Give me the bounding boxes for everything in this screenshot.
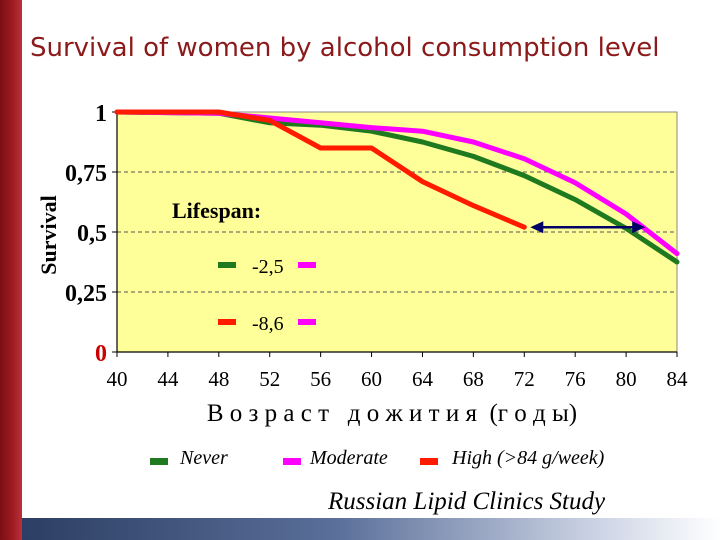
legend: Never Moderate High (>84 g/week)	[150, 447, 605, 469]
x-tick-label: 44	[157, 367, 179, 391]
legend-marker	[150, 458, 168, 465]
lifespan-value: -2,5	[252, 256, 284, 278]
y-tick-label: 1	[95, 101, 107, 127]
bottom-decor-bar	[22, 518, 720, 540]
x-tick-label: 84	[667, 367, 689, 391]
x-tick-label: 68	[463, 367, 484, 391]
y-tick-label: 0	[95, 341, 107, 367]
lifespan-annotation: Lifespan: -2,5 -8,6	[172, 198, 646, 335]
footer-source: Russian Lipid Clinics Study	[328, 488, 606, 515]
lifespan-right-marker	[298, 319, 316, 325]
x-tick-label: 48	[208, 367, 229, 391]
x-axis-label: В о з р а с т д о ж и т и я (г о д ы)	[207, 400, 577, 427]
y-axis-label: Survival	[36, 195, 61, 274]
left-decor-bar	[0, 0, 22, 540]
lifespan-right-marker	[298, 262, 316, 268]
tick-labels: 1 0,75 0,5 0,25 040 44 48 52 56 60 64 68 72 76 80 84	[65, 101, 688, 391]
legend-marker	[283, 458, 301, 465]
x-tick-label: 40	[107, 367, 128, 391]
series-lines	[114, 109, 680, 265]
legend-label: Never	[179, 447, 228, 469]
series-line-high	[114, 109, 527, 230]
chart-title: Survival of women by alcohol consumption…	[30, 33, 660, 63]
legend-marker	[420, 458, 438, 465]
legend-label: High (>84 g/week)	[451, 447, 605, 469]
lifespan-arrow-head-right	[632, 221, 646, 234]
lifespan-left-marker	[218, 262, 236, 268]
y-tick-label: 0,25	[65, 281, 107, 307]
x-tick-label: 72	[514, 367, 535, 391]
lifespan-arrow-head-left	[530, 221, 544, 234]
legend-label: Moderate	[309, 447, 388, 469]
grid-lines	[117, 171, 677, 293]
x-tick-label: 52	[259, 367, 280, 391]
axes	[112, 111, 678, 357]
x-tick-label: 56	[310, 367, 331, 391]
lifespan-value: -8,6	[252, 313, 284, 335]
x-tick-label: 64	[412, 367, 434, 391]
y-tick-label: 0,5	[77, 221, 107, 247]
y-tick-label: 0,75	[65, 161, 107, 187]
x-tick-label: 60	[361, 367, 382, 391]
x-tick-label: 80	[616, 367, 637, 391]
lifespan-left-marker	[218, 319, 236, 325]
x-tick-label: 76	[565, 367, 586, 391]
lifespan-title: Lifespan:	[172, 198, 261, 223]
